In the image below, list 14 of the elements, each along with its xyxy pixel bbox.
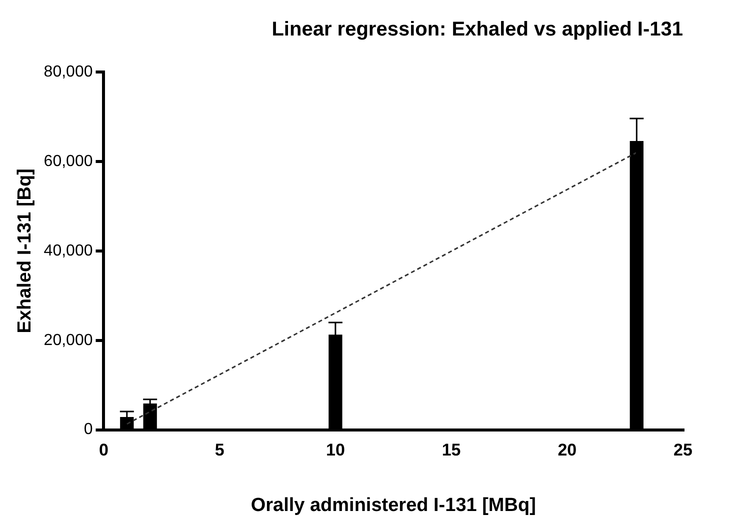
y-tick-label: 40,000 [44, 242, 93, 260]
x-tick-label: 10 [326, 440, 345, 460]
y-axis-title: Exhaled I-131 [Bq] [14, 168, 36, 334]
x-tick-label: 5 [214, 440, 224, 460]
x-tick-label: 25 [674, 440, 692, 460]
x-axis-title: Orally administered I-131 [MBq] [250, 494, 536, 516]
y-tick-label: 80,000 [44, 63, 93, 80]
y-tick-label: 60,000 [44, 152, 93, 170]
x-tick-label: 15 [442, 440, 461, 460]
chart-title: Linear regression: Exhaled vs applied I-131 [272, 18, 683, 41]
x-tick-label: 20 [558, 440, 577, 460]
y-tick-label: 20,000 [44, 332, 93, 349]
x-tick-label: 0 [99, 440, 108, 460]
y-tick-label: 0 [84, 421, 93, 438]
